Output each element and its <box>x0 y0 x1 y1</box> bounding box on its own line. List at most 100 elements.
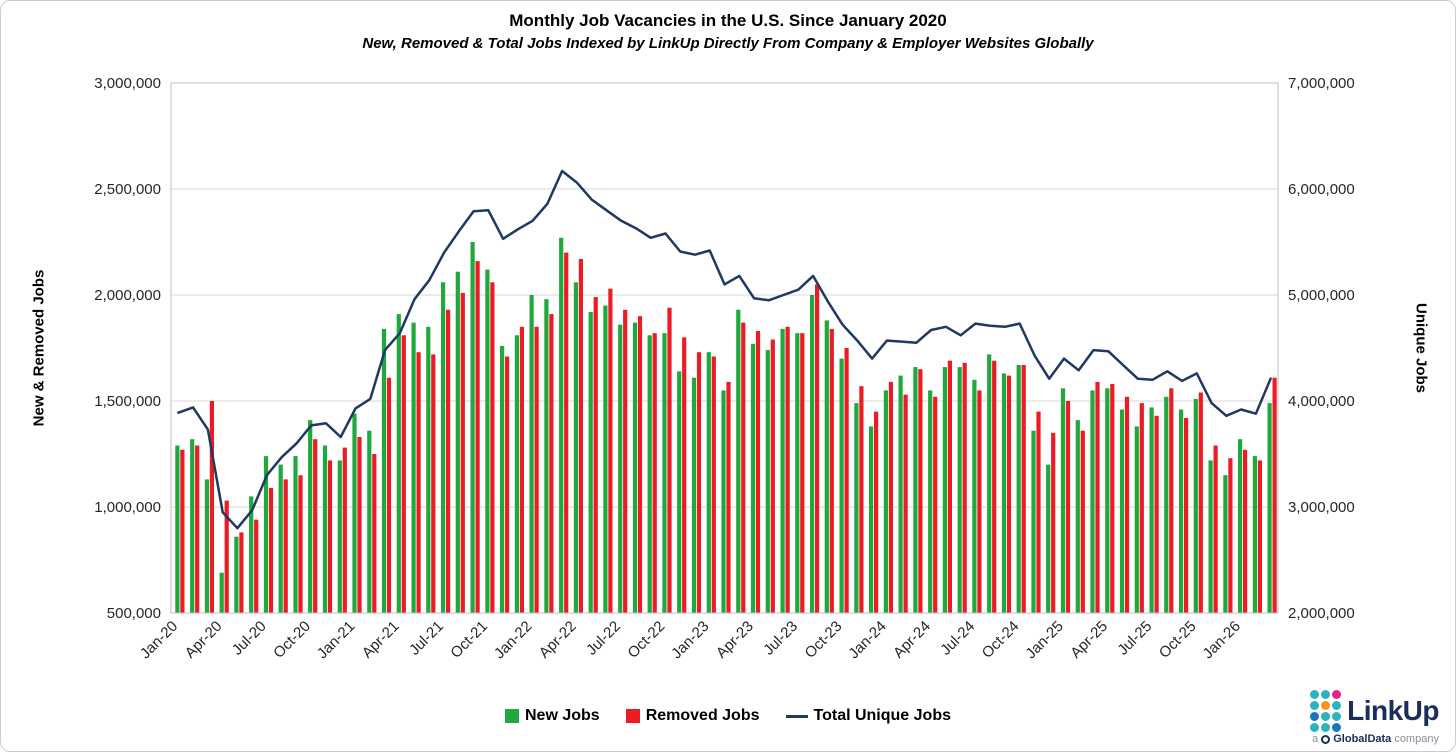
bar-new-jobs <box>308 420 313 613</box>
left-axis-tick-label: 2,000,000 <box>94 287 161 304</box>
bar-new-jobs <box>426 326 431 613</box>
bar-removed-jobs <box>992 360 997 613</box>
bar-new-jobs <box>691 377 697 613</box>
bar-removed-jobs <box>800 333 805 613</box>
bar-new-jobs <box>928 390 933 613</box>
bar-removed-jobs <box>357 437 362 613</box>
bar-new-jobs <box>706 352 711 613</box>
x-axis-tick-label: Jul-25 <box>1114 618 1155 659</box>
chart-svg: 500,000 1,000,000 1,500,000 2,000,000 2,500,… <box>94 75 1355 662</box>
right-axis-tick-label: 2,000,000 <box>1288 605 1355 622</box>
bar-new-jobs <box>1267 403 1272 613</box>
bar-new-jobs <box>1223 475 1228 613</box>
bar-new-jobs <box>190 439 195 613</box>
bar-removed-jobs <box>342 447 347 613</box>
bar-new-jobs <box>293 456 298 613</box>
x-axis-tick-label: Jul-24 <box>937 618 978 659</box>
bar-removed-jobs <box>977 390 982 613</box>
bar-removed-jobs <box>534 326 539 613</box>
bar-removed-jobs <box>1243 449 1248 613</box>
bar-removed-jobs <box>195 445 200 613</box>
bar-new-jobs <box>1016 365 1021 613</box>
bar-removed-jobs <box>475 261 480 613</box>
bar-new-jobs <box>839 358 844 613</box>
bar-removed-jobs <box>460 292 465 613</box>
bar-removed-jobs <box>313 439 318 613</box>
bar-new-jobs <box>514 335 519 613</box>
bar-new-jobs <box>1149 407 1154 613</box>
right-axis-tick-labels: 2,000,000 3,000,000 4,000,000 5,000,000 6,00… <box>1288 75 1355 622</box>
bar-new-jobs <box>367 430 372 613</box>
logo-dot-icon <box>1332 712 1342 721</box>
bar-new-jobs <box>278 464 283 613</box>
bar-new-jobs <box>249 496 254 613</box>
bar-removed-jobs <box>254 519 259 613</box>
bar-removed-jobs <box>682 337 687 613</box>
bar-removed-jobs <box>755 331 761 613</box>
bar-removed-jobs <box>962 362 967 613</box>
right-axis-tick-label: 7,000,000 <box>1288 75 1355 92</box>
bar-removed-jobs <box>859 386 864 613</box>
linkup-logo: LinkUp a GlobalData company <box>1310 690 1439 745</box>
bar-removed-jobs <box>1228 458 1233 613</box>
bar-removed-jobs <box>1169 388 1174 613</box>
logo-dot-icon <box>1321 690 1331 699</box>
bar-new-jobs <box>721 390 726 613</box>
bar-removed-jobs <box>1184 418 1189 613</box>
bar-new-jobs <box>750 343 756 613</box>
bar-new-jobs <box>618 324 623 613</box>
x-axis-tick-label: Jan-22 <box>491 618 535 662</box>
legend-label: Total Unique Jobs <box>813 707 951 724</box>
bar-removed-jobs <box>888 381 893 613</box>
bar-removed-jobs <box>608 288 613 613</box>
bar-removed-jobs <box>519 326 524 613</box>
bar-new-jobs <box>485 269 490 613</box>
bar-removed-jobs <box>446 309 451 613</box>
bar-new-jobs <box>987 354 992 613</box>
bar-new-jobs <box>455 271 460 613</box>
linkup-dots-icon <box>1310 690 1342 732</box>
bar-removed-jobs <box>1036 411 1041 613</box>
bar-removed-jobs <box>1213 445 1218 613</box>
left-axis-tick-label: 500,000 <box>107 605 161 622</box>
bar-new-jobs <box>795 333 800 613</box>
bar-new-jobs <box>1090 390 1095 613</box>
bar-removed-jobs <box>224 500 229 613</box>
x-axis-tick-label: Oct-20 <box>270 618 314 662</box>
bar-removed-jobs <box>1139 403 1144 613</box>
bar-removed-jobs <box>1065 401 1071 613</box>
bar-new-jobs <box>1252 456 1257 613</box>
bar-removed-jobs <box>298 475 303 613</box>
x-axis-tick-label: Apr-24 <box>890 618 934 662</box>
x-axis-tick-label: Jan-25 <box>1022 618 1066 662</box>
logo-dot-icon <box>1332 723 1342 732</box>
bar-new-jobs <box>470 242 475 613</box>
bar-removed-jobs <box>564 252 569 613</box>
bar-new-jobs <box>869 426 874 613</box>
title-block: Monthly Job Vacancies in the U.S. Since … <box>1 11 1455 52</box>
bar-removed-jobs <box>1257 460 1262 613</box>
bar-removed-jobs <box>623 309 628 613</box>
bar-new-jobs <box>898 375 903 613</box>
bar-removed-jobs <box>918 369 923 613</box>
left-axis-tick-label: 1,000,000 <box>94 499 161 516</box>
globaldata-tagline: a GlobalData company <box>1312 733 1439 745</box>
bar-removed-jobs <box>770 339 775 613</box>
bar-removed-jobs <box>667 307 672 613</box>
bar-removed-jobs <box>505 356 510 613</box>
bar-removed-jobs <box>785 326 790 613</box>
x-axis-tick-label: Apr-25 <box>1067 618 1111 662</box>
logo-dot-icon <box>1332 701 1342 710</box>
removed-jobs-swatch-icon <box>625 709 640 723</box>
bar-new-jobs <box>810 295 815 613</box>
bar-new-jobs <box>1046 464 1051 613</box>
bar-new-jobs <box>411 322 416 613</box>
bar-removed-jobs <box>903 394 908 613</box>
bar-new-jobs <box>647 335 652 613</box>
globaldata-ring-icon <box>1321 734 1331 744</box>
bar-new-jobs <box>780 328 785 613</box>
logo-dot-icon <box>1321 701 1331 710</box>
left-axis-tick-label: 2,500,000 <box>94 181 161 198</box>
bar-removed-jobs <box>1124 396 1130 613</box>
bar-new-jobs <box>441 282 446 613</box>
